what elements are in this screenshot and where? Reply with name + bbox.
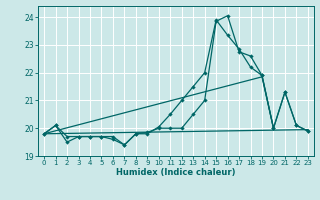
X-axis label: Humidex (Indice chaleur): Humidex (Indice chaleur): [116, 168, 236, 177]
